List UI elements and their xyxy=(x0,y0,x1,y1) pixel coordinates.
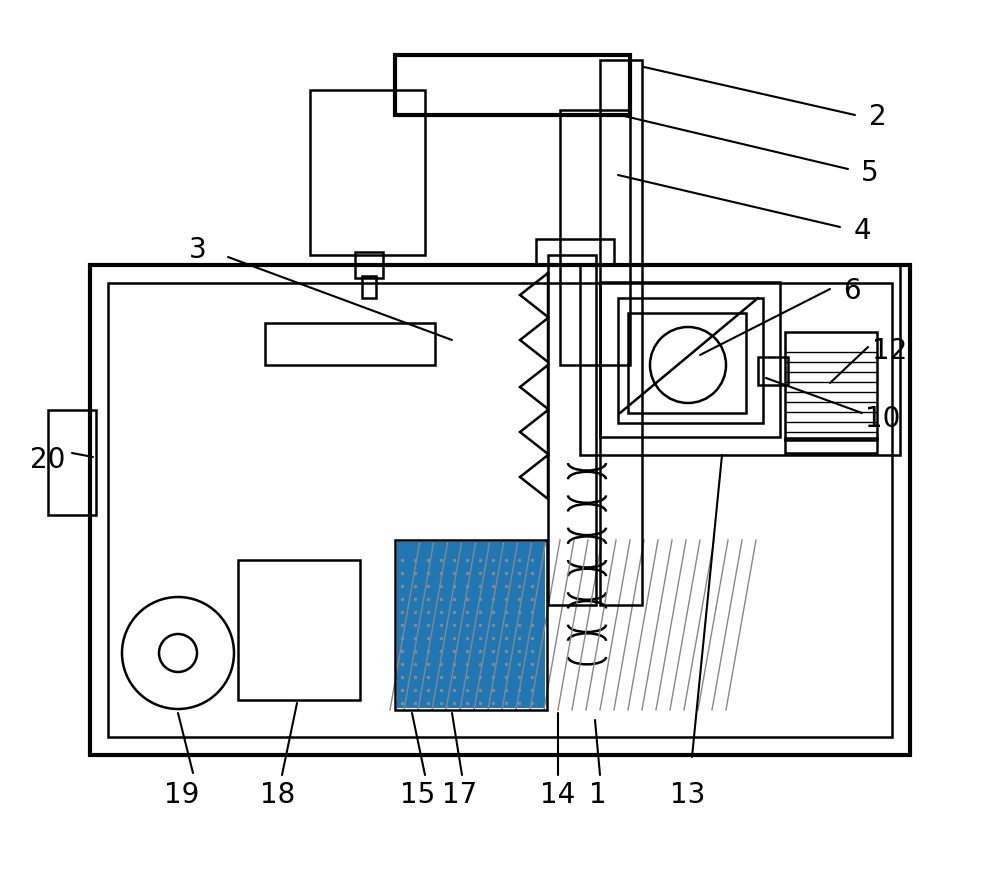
Bar xyxy=(628,313,746,413)
Bar xyxy=(536,239,614,265)
Text: 17: 17 xyxy=(442,781,478,809)
Bar xyxy=(600,282,780,437)
Text: 10: 10 xyxy=(865,405,901,433)
Bar xyxy=(618,298,763,423)
Text: 18: 18 xyxy=(260,781,296,809)
Bar xyxy=(395,55,630,115)
Bar xyxy=(238,560,360,700)
Bar xyxy=(362,276,376,298)
Bar xyxy=(758,357,788,385)
Text: 3: 3 xyxy=(189,236,207,264)
Bar xyxy=(785,438,877,453)
Bar xyxy=(395,540,547,710)
Bar xyxy=(600,60,642,605)
Bar xyxy=(108,283,892,737)
Text: 13: 13 xyxy=(670,781,706,809)
Bar xyxy=(785,332,877,440)
Text: 15: 15 xyxy=(400,781,436,809)
Bar xyxy=(310,90,425,255)
Bar xyxy=(90,265,910,755)
Bar xyxy=(560,110,630,365)
Bar xyxy=(48,410,96,515)
Text: 20: 20 xyxy=(30,446,66,474)
Text: 2: 2 xyxy=(869,103,887,131)
Bar xyxy=(580,265,900,455)
Text: 14: 14 xyxy=(540,781,576,809)
Text: 1: 1 xyxy=(589,781,607,809)
Text: 4: 4 xyxy=(853,217,871,245)
Bar xyxy=(548,255,596,605)
Text: 12: 12 xyxy=(872,337,908,365)
Bar xyxy=(397,542,545,708)
Bar xyxy=(355,252,383,278)
Text: 5: 5 xyxy=(861,159,879,187)
Bar xyxy=(265,323,435,365)
Text: 19: 19 xyxy=(164,781,200,809)
Text: 6: 6 xyxy=(843,277,861,305)
